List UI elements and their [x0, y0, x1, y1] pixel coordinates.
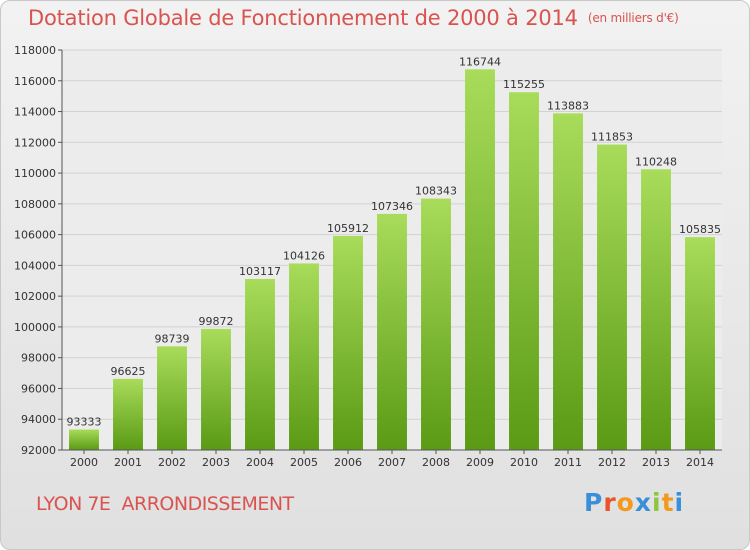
x-tick-label: 2000	[70, 456, 98, 469]
x-tick-label: 2014	[686, 456, 714, 469]
bar	[157, 346, 187, 450]
y-tick-label: 112000	[14, 136, 56, 149]
bar	[377, 213, 407, 450]
bar-value-label: 115255	[503, 78, 545, 91]
bar	[113, 378, 143, 450]
city-name: LYON 7E ARRONDISSEMENT	[36, 493, 294, 515]
y-tick-label: 106000	[14, 229, 56, 242]
y-tick-label: 116000	[14, 75, 56, 88]
bar-value-label: 110248	[635, 155, 677, 168]
x-tick-label: 2004	[246, 456, 274, 469]
logo-letter: o	[616, 488, 635, 517]
x-tick-label: 2001	[114, 456, 142, 469]
bar-value-label: 105912	[327, 222, 369, 235]
x-tick-label: 2010	[510, 456, 538, 469]
x-tick-label: 2011	[554, 456, 582, 469]
bar	[465, 69, 495, 451]
y-tick-label: 102000	[14, 290, 56, 303]
logo-letter: i	[652, 488, 662, 517]
chart-unit: (en milliers d'€)	[587, 11, 679, 25]
bar	[553, 113, 583, 450]
bar	[641, 169, 671, 450]
bar	[333, 235, 363, 450]
y-tick-label: 100000	[14, 321, 56, 334]
logo-letter: r	[603, 488, 617, 517]
bar-value-label: 105835	[679, 223, 721, 236]
y-tick-label: 92000	[21, 444, 56, 457]
bar-value-label: 108343	[415, 185, 457, 198]
x-tick-label: 2007	[378, 456, 406, 469]
bar-value-label: 107346	[371, 200, 413, 213]
x-tick-label: 2002	[158, 456, 186, 469]
y-tick-label: 96000	[21, 382, 56, 395]
bar	[597, 144, 627, 451]
proxiti-logo: Proxiti	[584, 488, 684, 517]
logo-letter: i	[674, 488, 685, 517]
bar	[421, 198, 451, 450]
bar-value-label: 99872	[199, 315, 234, 328]
bar-value-label: 96625	[111, 365, 146, 378]
y-tick-label: 114000	[14, 106, 56, 119]
logo-letter: x	[634, 488, 652, 517]
bar-value-label: 103117	[239, 265, 281, 278]
bar-value-label: 116744	[459, 55, 501, 68]
bar-value-label: 111853	[591, 131, 633, 144]
y-tick-label: 104000	[14, 259, 56, 272]
logo-letter: P	[584, 488, 604, 517]
x-tick-label: 2003	[202, 456, 230, 469]
x-tick-label: 2012	[598, 456, 626, 469]
x-tick-label: 2005	[290, 456, 318, 469]
x-tick-label: 2009	[466, 456, 494, 469]
y-tick-label: 110000	[14, 167, 56, 180]
x-tick-label: 2013	[642, 456, 670, 469]
bar	[509, 92, 539, 450]
bar	[69, 429, 99, 450]
bar-value-label: 104126	[283, 249, 325, 262]
bar	[201, 328, 231, 450]
chart-title-text: Dotation Globale de Fonctionnement de 20…	[28, 6, 578, 30]
x-tick-label: 2008	[422, 456, 450, 469]
bar-value-label: 113883	[547, 99, 589, 112]
bar-value-label: 98739	[155, 332, 190, 345]
bar	[245, 278, 275, 450]
logo-letter: t	[661, 488, 675, 517]
y-tick-label: 118000	[14, 44, 56, 57]
y-tick-label: 108000	[14, 198, 56, 211]
y-tick-label: 94000	[21, 413, 56, 426]
bar	[685, 237, 715, 450]
bar-value-label: 93333	[67, 415, 102, 428]
y-tick-label: 98000	[21, 352, 56, 365]
x-tick-label: 2006	[334, 456, 362, 469]
bar	[289, 263, 319, 450]
chart-title: Dotation Globale de Fonctionnement de 20…	[28, 6, 679, 30]
